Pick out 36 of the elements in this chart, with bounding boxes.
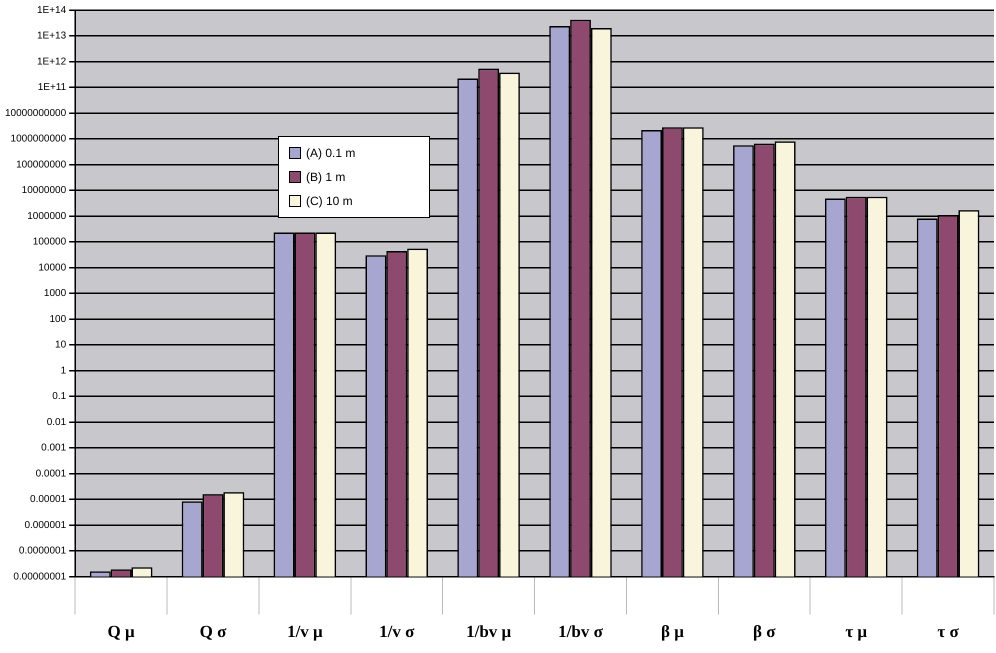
legend-label: (B) 1 m — [306, 170, 346, 184]
y-tick-label: 0.000001 — [24, 520, 67, 531]
y-tick-label: 0.00000001 — [13, 571, 67, 582]
y-tick-label: 100 — [49, 314, 67, 325]
legend-label: (C) 10 m — [306, 194, 353, 208]
y-tick-label: 0.01 — [46, 416, 67, 428]
y-tick-label: 1000000 — [27, 210, 67, 222]
y-tick-label: 100000000 — [16, 159, 67, 170]
y-tick-label: 10000 — [38, 262, 67, 274]
y-tick-label: 0.0000001 — [18, 546, 67, 557]
y-tick-label: 1 — [60, 365, 67, 376]
x-tick-label: 1/bv σ — [558, 622, 604, 642]
x-tick-label: β μ — [660, 622, 684, 642]
x-tick-label: 1/bv μ — [466, 622, 512, 642]
x-tick-label: β σ — [753, 622, 776, 642]
y-tick-label: 1E+13 — [36, 30, 67, 42]
x-tick-label: 1/v σ — [379, 622, 416, 642]
y-tick-label: 100000 — [32, 236, 67, 248]
legend-label: (A) 0.1 m — [306, 146, 356, 160]
y-tick-label: 10 — [55, 340, 67, 351]
x-tick-label: Q μ — [108, 622, 136, 642]
y-tick-label: 10000000 — [22, 185, 67, 196]
y-tick-label: 1E+11 — [38, 82, 67, 94]
y-tick-label: 1000 — [44, 288, 67, 300]
x-tick-label: Q σ — [200, 622, 228, 642]
y-tick-label: 0.0001 — [36, 468, 67, 480]
y-tick-label: 0.001 — [41, 442, 67, 454]
y-tick-label: 10000000000 — [4, 108, 67, 119]
y-tick-label: 1E+14 — [36, 4, 67, 16]
y-tick-label: 1E+12 — [36, 56, 67, 68]
x-tick-label: τ σ — [937, 622, 960, 642]
y-tick-label: 0.00001 — [30, 494, 67, 506]
x-tick-label: τ μ — [845, 622, 868, 642]
x-tick-label: 1/v μ — [287, 622, 324, 642]
y-tick-label: 0.1 — [52, 391, 67, 402]
y-tick-label: 1000000000 — [10, 134, 67, 145]
